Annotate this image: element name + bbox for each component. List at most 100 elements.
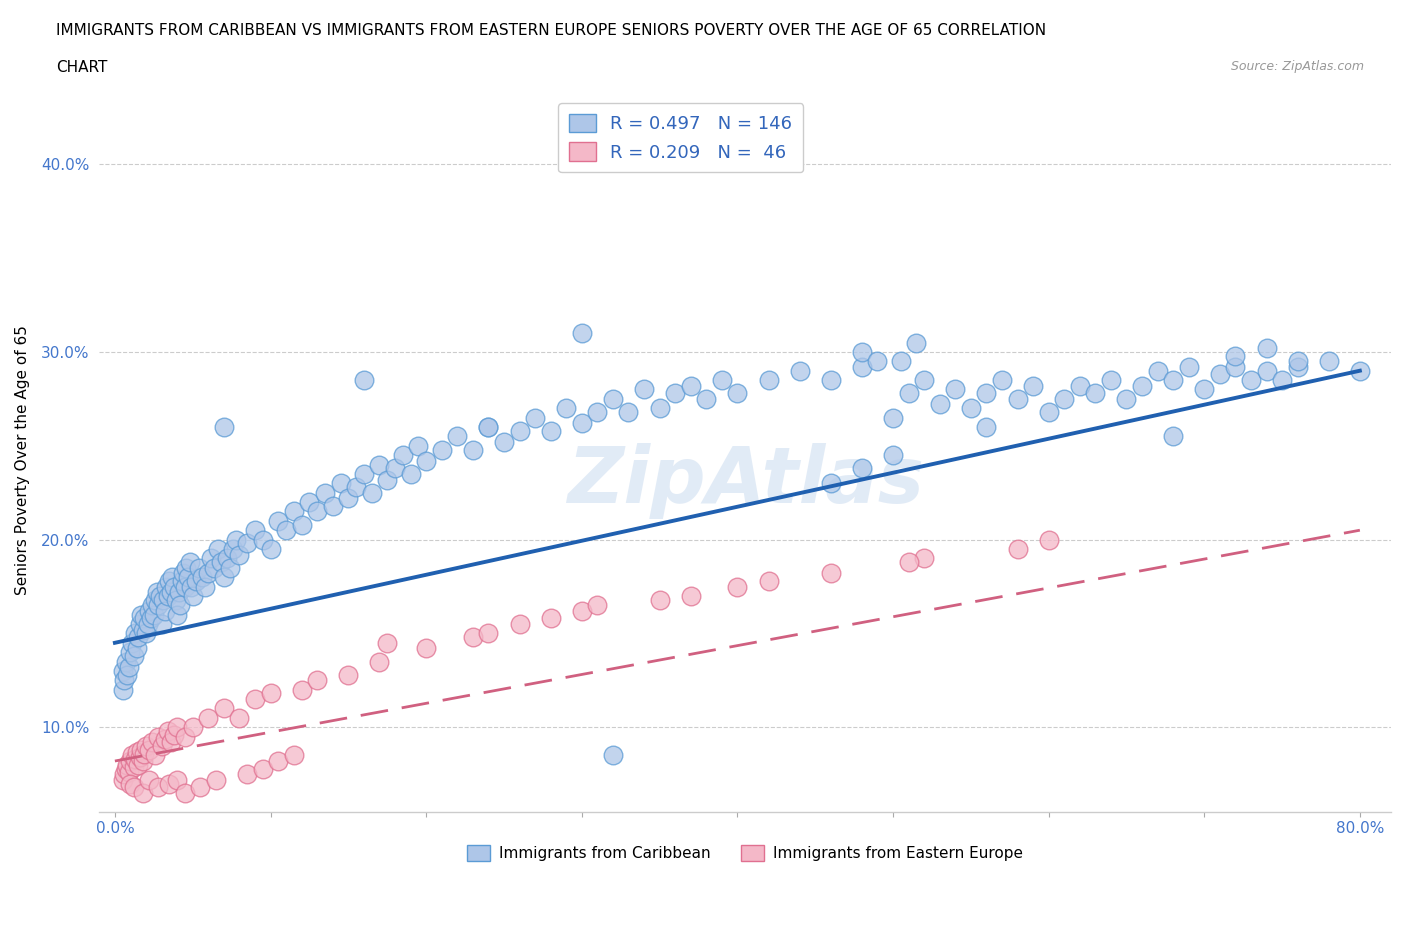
- Point: [415, 641, 437, 656]
- Point: [1007, 392, 1029, 406]
- Point: [197, 566, 219, 581]
- Point: [1209, 367, 1232, 382]
- Point: [236, 766, 259, 781]
- Point: [820, 373, 842, 388]
- Point: [236, 536, 259, 551]
- Point: [508, 423, 530, 438]
- Point: [307, 673, 329, 688]
- Legend: Immigrants from Caribbean, Immigrants from Eastern Europe: Immigrants from Caribbean, Immigrants fr…: [461, 839, 1029, 868]
- Point: [758, 373, 780, 388]
- Point: [1038, 532, 1060, 547]
- Point: [283, 504, 305, 519]
- Point: [166, 720, 188, 735]
- Point: [1256, 364, 1278, 379]
- Point: [243, 523, 266, 538]
- Point: [344, 480, 367, 495]
- Point: [307, 504, 329, 519]
- Point: [1271, 373, 1294, 388]
- Point: [143, 592, 166, 607]
- Point: [200, 551, 222, 565]
- Point: [204, 560, 226, 575]
- Point: [172, 566, 194, 581]
- Point: [136, 617, 159, 631]
- Point: [399, 467, 422, 482]
- Point: [477, 626, 499, 641]
- Point: [157, 574, 180, 589]
- Point: [617, 405, 640, 419]
- Point: [179, 554, 201, 569]
- Point: [679, 379, 702, 393]
- Point: [695, 392, 717, 406]
- Point: [1115, 392, 1137, 406]
- Point: [166, 772, 188, 787]
- Point: [602, 392, 624, 406]
- Point: [212, 701, 235, 716]
- Point: [120, 753, 142, 768]
- Point: [122, 759, 145, 774]
- Point: [710, 373, 733, 388]
- Point: [1084, 386, 1107, 401]
- Point: [139, 611, 162, 626]
- Point: [117, 667, 139, 682]
- Point: [1225, 348, 1247, 363]
- Point: [446, 429, 468, 444]
- Point: [148, 729, 170, 744]
- Point: [283, 748, 305, 763]
- Point: [222, 541, 245, 556]
- Point: [540, 423, 562, 438]
- Point: [132, 786, 155, 801]
- Point: [138, 772, 160, 787]
- Point: [212, 419, 235, 434]
- Point: [912, 551, 935, 565]
- Point: [187, 560, 209, 575]
- Point: [890, 354, 912, 369]
- Point: [461, 442, 484, 457]
- Point: [166, 607, 188, 622]
- Point: [1317, 354, 1340, 369]
- Point: [141, 735, 163, 750]
- Point: [181, 589, 204, 604]
- Point: [337, 491, 360, 506]
- Point: [820, 476, 842, 491]
- Point: [228, 711, 250, 725]
- Point: [725, 386, 748, 401]
- Point: [882, 410, 904, 425]
- Point: [1240, 373, 1263, 388]
- Point: [905, 335, 928, 350]
- Point: [117, 757, 139, 772]
- Point: [789, 364, 811, 379]
- Point: [959, 401, 981, 416]
- Point: [851, 461, 873, 476]
- Point: [127, 757, 149, 772]
- Point: [1286, 360, 1309, 375]
- Point: [174, 786, 197, 801]
- Text: ZipAtlas: ZipAtlas: [567, 443, 924, 519]
- Point: [1146, 364, 1168, 379]
- Point: [1286, 354, 1309, 369]
- Point: [461, 630, 484, 644]
- Point: [174, 579, 197, 594]
- Point: [184, 574, 207, 589]
- Point: [153, 604, 176, 618]
- Point: [633, 382, 655, 397]
- Point: [143, 748, 166, 763]
- Point: [141, 598, 163, 613]
- Point: [571, 416, 593, 431]
- Point: [176, 560, 198, 575]
- Point: [174, 729, 197, 744]
- Point: [1007, 541, 1029, 556]
- Point: [228, 547, 250, 562]
- Point: [274, 523, 297, 538]
- Point: [648, 401, 671, 416]
- Point: [146, 585, 169, 600]
- Point: [135, 738, 157, 753]
- Point: [118, 659, 141, 674]
- Point: [125, 744, 148, 759]
- Point: [127, 630, 149, 644]
- Point: [148, 598, 170, 613]
- Point: [118, 764, 141, 779]
- Point: [152, 592, 174, 607]
- Point: [121, 635, 143, 650]
- Point: [156, 589, 179, 604]
- Point: [851, 344, 873, 359]
